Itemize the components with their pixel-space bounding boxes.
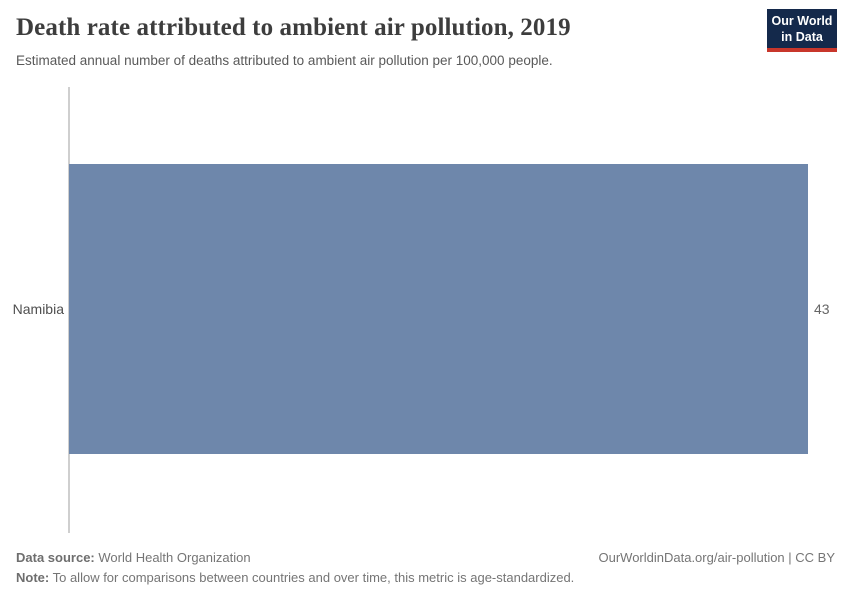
chart-title: Death rate attributed to ambient air pol… (16, 14, 571, 41)
owid-logo-line2: in Data (781, 30, 823, 44)
note-label: Note: (16, 570, 50, 585)
bar-chart-plot-area (69, 87, 808, 533)
data-source-label: Data source: (16, 550, 95, 565)
chart-subtitle: Estimated annual number of deaths attrib… (16, 53, 553, 68)
owid-logo: Our World in Data (767, 9, 837, 52)
data-source-value: World Health Organization (98, 550, 251, 565)
bar-namibia[interactable] (69, 164, 808, 454)
data-source-text: Data source: World Health Organization (16, 548, 251, 568)
chart-footer: Data source: World Health Organization O… (16, 548, 835, 588)
footer-line-note: Note: To allow for comparisons between c… (16, 568, 835, 588)
attribution-link[interactable]: OurWorldinData.org/air-pollution | CC BY (598, 550, 835, 565)
note-value: To allow for comparisons between countri… (52, 570, 575, 585)
footer-line-source: Data source: World Health Organization O… (16, 548, 835, 568)
owid-logo-line1: Our World (771, 14, 833, 28)
y-axis-line (68, 87, 70, 533)
value-label-namibia: 43 (814, 301, 830, 317)
category-label-namibia: Namibia (12, 301, 64, 317)
